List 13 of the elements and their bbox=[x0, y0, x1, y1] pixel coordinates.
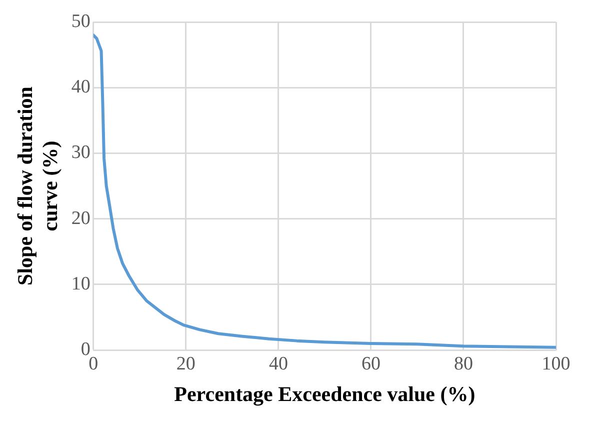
y-tick-label: 20 bbox=[71, 208, 90, 229]
y-axis-title: Slope of flow duration curve (%) bbox=[13, 86, 62, 286]
x-tick-label: 40 bbox=[268, 353, 288, 374]
x-tick-label: 80 bbox=[454, 353, 473, 374]
y-tick-label: 10 bbox=[71, 273, 90, 294]
y-tick-label: 30 bbox=[71, 142, 90, 164]
x-tick-label: 100 bbox=[542, 353, 570, 374]
y-tick-label: 50 bbox=[71, 10, 90, 32]
y-tick-label: 40 bbox=[71, 76, 90, 98]
x-tick-label: 60 bbox=[361, 353, 380, 374]
x-tick-label: 20 bbox=[176, 353, 196, 374]
y-tick-label: 0 bbox=[80, 338, 90, 360]
x-axis-title: Percentage Exceedence value (%) bbox=[174, 382, 476, 406]
